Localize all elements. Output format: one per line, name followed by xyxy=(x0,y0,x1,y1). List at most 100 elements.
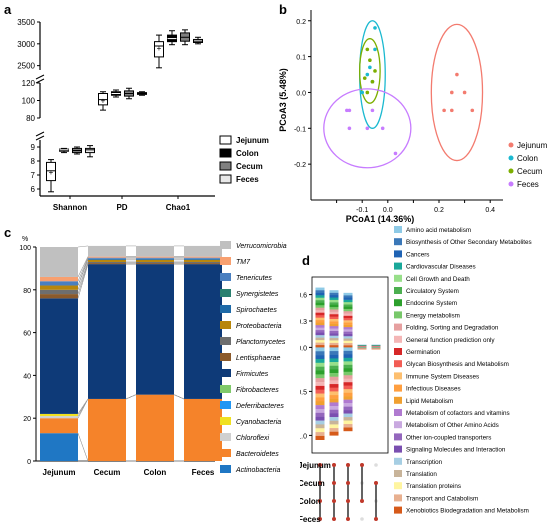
legend-label: Translation xyxy=(406,471,437,478)
legend-swatch-actinobacteria xyxy=(220,465,231,473)
bar-segment xyxy=(329,314,339,317)
box xyxy=(85,147,95,154)
x-tick-label: Shannon xyxy=(53,203,87,212)
bar-segment xyxy=(343,326,353,330)
bar-segment xyxy=(329,290,339,293)
bar-segment xyxy=(343,292,353,296)
bar-segment xyxy=(343,382,353,386)
panel-c-letter: c xyxy=(4,225,11,240)
bar-segment xyxy=(343,340,353,344)
bar-segment xyxy=(315,393,325,398)
panel-d-legend: Amino acid metabolism Biosynthesis of Oth… xyxy=(394,226,532,515)
bar-jejunum-tenericutes xyxy=(40,281,78,286)
bar-segment xyxy=(329,309,339,312)
bar-feces-spirochaetes xyxy=(184,258,222,260)
bar-cecum-spirochaetes xyxy=(88,258,126,260)
x-tick-label: PD xyxy=(116,203,127,212)
matrix-dot-filled xyxy=(332,499,336,503)
stack-link xyxy=(77,245,89,248)
point-jejunum xyxy=(470,108,475,113)
y-tick-label: 100 xyxy=(22,97,36,106)
bar-jejunum-tm7 xyxy=(40,276,78,282)
bar-jejunum-planctomycetes xyxy=(40,289,78,295)
bar-segment xyxy=(329,409,339,414)
point-feces xyxy=(345,108,349,113)
bar-segment xyxy=(343,420,353,425)
bar-segment xyxy=(343,368,353,372)
legend-swatch xyxy=(394,494,402,502)
bar-segment xyxy=(329,333,339,336)
bar-segment xyxy=(343,389,353,393)
legend-label-tenericutes: Tenericutes xyxy=(236,275,272,282)
bar-colon-verrucomicrobia xyxy=(136,245,174,257)
bar-segment xyxy=(329,294,339,298)
bar-segment xyxy=(315,435,325,440)
bar-segment xyxy=(315,319,325,323)
bar-segment xyxy=(329,402,339,407)
legend-label: Biosynthesis of Other Secondary Metaboli… xyxy=(406,239,532,246)
bar-segment xyxy=(343,299,353,303)
panel-d-axis: 0.6 0.3 0.0 -0.5 -1.0 xyxy=(300,276,389,454)
bar-segment xyxy=(329,325,339,329)
bar-segment xyxy=(329,384,339,388)
legend-swatch-jejunum xyxy=(219,135,232,145)
box-mean-marker: + xyxy=(157,44,162,53)
matrix-dot-filled xyxy=(318,481,322,485)
bar-segment xyxy=(329,340,339,343)
legend-label: Metabolism of cofactors and vitamins xyxy=(406,410,510,417)
point-cecum xyxy=(373,69,377,73)
bar-segment xyxy=(343,413,353,418)
bar-colon-tenericutes xyxy=(136,257,174,259)
y-tick-label: 0 xyxy=(27,459,31,466)
bar-segment xyxy=(329,311,339,315)
legend-label: Germination xyxy=(406,349,441,356)
stack-link xyxy=(77,256,89,278)
stack-link xyxy=(125,394,137,400)
legend-label-chloroflexi: Chloroflexi xyxy=(236,435,270,442)
axis-break-mark xyxy=(35,131,45,137)
y-tick-label: 80 xyxy=(23,288,31,295)
legend-label: Circulatory System xyxy=(406,288,459,295)
bar-segment xyxy=(315,370,325,375)
panel-d-matrix xyxy=(318,463,378,521)
y-tick-label: 100 xyxy=(19,245,31,252)
bar-segment xyxy=(343,342,353,346)
legend-label-fibrobacteres: Fibrobacteres xyxy=(236,387,279,394)
bar-segment xyxy=(329,316,339,319)
legend-label-firmicutes: Firmicutes xyxy=(236,371,269,378)
panel-a-x-labels: Shannon PD Chao1 xyxy=(53,196,191,212)
bar-segment xyxy=(315,302,325,306)
legend-swatch xyxy=(394,348,402,355)
legend-label-cecum: Cecum xyxy=(517,167,543,176)
bar-segment xyxy=(329,362,339,366)
bar-segment xyxy=(315,312,325,316)
legend-label: Xenobiotics Biodegradation and Metabolis… xyxy=(406,508,529,515)
legend-swatch-lentisphaerae xyxy=(220,353,231,361)
y-tick-label: -0.2 xyxy=(294,162,306,169)
point-colon xyxy=(373,47,377,52)
legend-label-actinobacteria: Actinobacteria xyxy=(235,467,280,474)
legend-label: Cardiovascular Diseases xyxy=(406,264,476,271)
y-tick-label: 0.0 xyxy=(300,345,307,352)
legend-label: Glycan Biosynthesis and Metabolism xyxy=(406,361,509,368)
panel-d-bars xyxy=(315,287,381,440)
y-tick-label: 9 xyxy=(31,143,36,152)
x-tick-label: Jejunum xyxy=(43,468,76,477)
point-feces xyxy=(347,126,352,131)
stack-link xyxy=(77,257,89,282)
bar-segment xyxy=(329,417,339,421)
legend-swatch-tenericutes xyxy=(220,273,231,281)
bar-segment xyxy=(315,420,325,425)
legend-swatch-deferribacteres xyxy=(220,401,231,409)
panel-c-bars xyxy=(40,245,222,461)
matrix-dot-filled xyxy=(346,517,350,521)
bar-segment xyxy=(329,358,339,363)
legend-label: Transport and Catabolism xyxy=(406,495,478,502)
legend-label: Immune System Diseases xyxy=(406,373,479,380)
point-cecum xyxy=(368,58,372,62)
y-tick-label: 20 xyxy=(23,416,31,423)
bar-feces-planctomycetes xyxy=(184,261,222,264)
bar-segment xyxy=(329,373,339,377)
bar-feces-lentisphaerae xyxy=(184,263,222,265)
x-tick-label: Chao1 xyxy=(166,203,191,212)
